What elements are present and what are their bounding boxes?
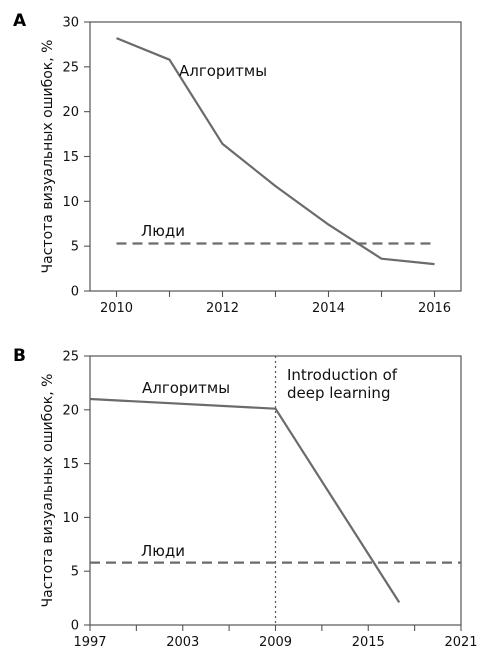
x-tick-label: 2009 [259, 635, 292, 650]
chart-panel-b: B 0 5 10 15 20 25 1997 2003 2009 2015 2021 Частота в… [13, 346, 478, 650]
x-tick-label: 2010 [100, 301, 133, 316]
x-tick-label: 2016 [418, 301, 451, 316]
y-tick-label: 20 [62, 105, 79, 120]
y-tick-label: 10 [62, 511, 79, 526]
series-label-algorithms: Алгоритмы [142, 379, 230, 397]
y-tick-label: 5 [71, 240, 79, 255]
x-tick-label: 2012 [206, 301, 239, 316]
panel-label: B [13, 346, 26, 366]
series-label-algorithms: Алгоритмы [179, 62, 267, 80]
x-tick-label: 2021 [444, 635, 477, 650]
y-tick-label: 0 [71, 619, 79, 634]
series-label-humans: Люди [141, 222, 185, 240]
y-tick-label: 30 [62, 16, 79, 31]
y-tick-label: 25 [62, 60, 79, 75]
plot-frame [89, 21, 462, 292]
y-tick-label: 15 [62, 150, 79, 165]
series-line-algorithms [116, 37, 435, 266]
event-label: deep learning [287, 384, 390, 402]
series-line-algorithms [89, 397, 401, 603]
y-axis-label: Частота визуальных ошибок, % [40, 40, 56, 274]
chart-panel-a: A 0 5 10 15 20 25 30 2010 2012 2014 2016 Частота виз… [13, 11, 462, 316]
y-axis-label: Частота визуальных ошибок, % [40, 374, 56, 608]
y-tick-label: 5 [71, 565, 79, 580]
y-tick-label: 15 [62, 457, 79, 472]
x-tick-label: 2014 [312, 301, 345, 316]
x-tick-label: 1997 [73, 635, 106, 650]
y-tick-label: 25 [62, 350, 79, 365]
panel-label: A [13, 11, 27, 31]
y-tick-label: 0 [71, 285, 79, 300]
x-tick-label: 2003 [166, 635, 199, 650]
series-label-humans: Люди [141, 542, 185, 560]
x-tick-label: 2015 [352, 635, 385, 650]
y-tick-label: 20 [62, 403, 79, 418]
event-label: Introduction of [287, 366, 398, 384]
y-tick-label: 10 [62, 195, 79, 210]
